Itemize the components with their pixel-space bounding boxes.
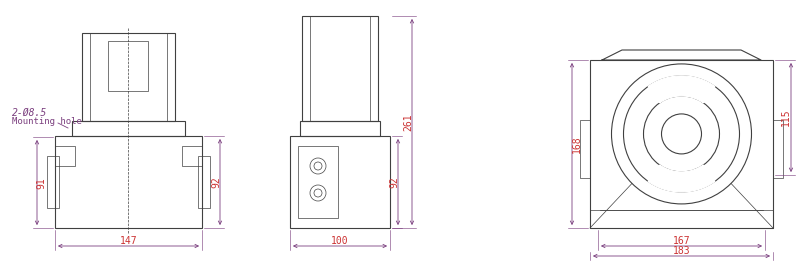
Bar [298, 146, 338, 218]
Bar [198, 156, 210, 208]
Text: 183: 183 [673, 246, 690, 256]
Bar [590, 60, 773, 228]
Text: 92: 92 [211, 176, 221, 188]
Bar [773, 120, 783, 178]
Bar [55, 136, 202, 228]
Bar [72, 121, 185, 136]
Bar [300, 121, 380, 136]
Bar [580, 120, 590, 178]
Text: 261: 261 [403, 113, 413, 131]
Bar [55, 146, 75, 166]
Text: 91: 91 [36, 177, 46, 189]
Text: 2-Ø8.5: 2-Ø8.5 [12, 108, 47, 118]
Bar [182, 146, 202, 166]
Text: Mounting hole: Mounting hole [12, 116, 82, 126]
Text: 115: 115 [781, 109, 791, 126]
Text: 147: 147 [120, 236, 138, 246]
Bar [290, 136, 390, 228]
Polygon shape [648, 165, 714, 192]
Text: 92: 92 [389, 176, 399, 188]
Polygon shape [648, 76, 714, 103]
Bar [47, 156, 59, 208]
Bar [82, 33, 175, 121]
Bar [108, 41, 148, 91]
Bar [302, 16, 378, 121]
Bar [590, 210, 773, 228]
Text: 168: 168 [572, 135, 582, 153]
Text: 167: 167 [673, 236, 690, 246]
Text: 100: 100 [331, 236, 349, 246]
